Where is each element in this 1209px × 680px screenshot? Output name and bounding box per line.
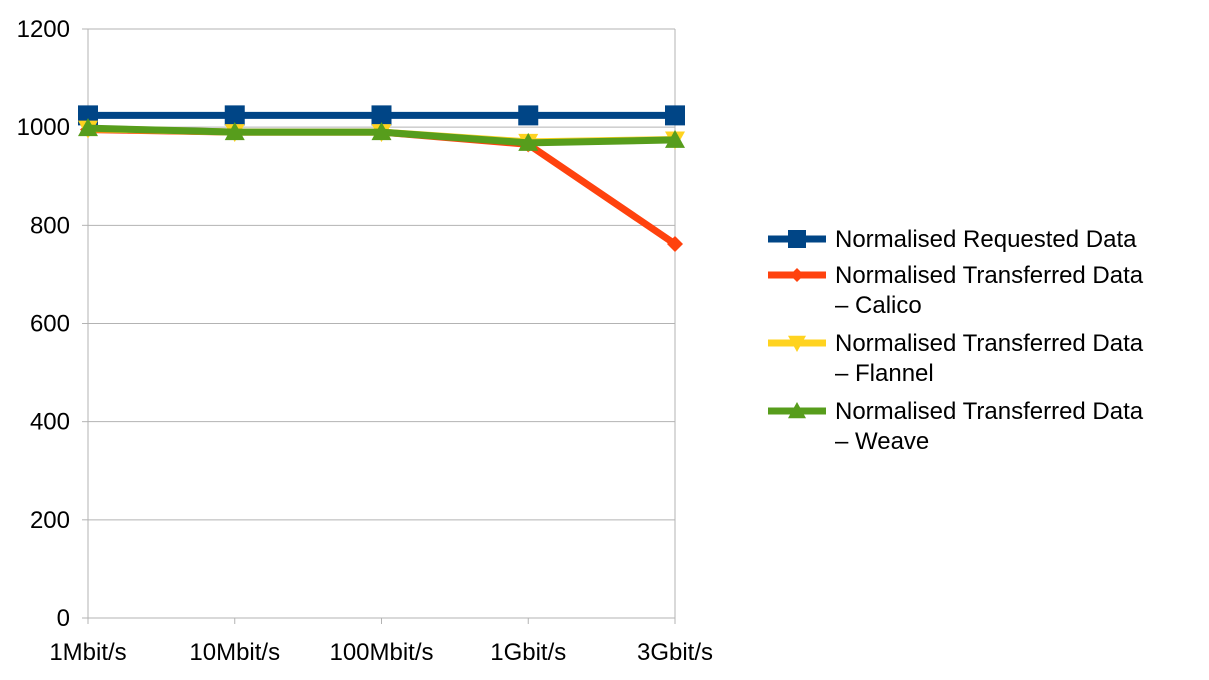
x-tick-label: 1Mbit/s: [49, 639, 126, 666]
legend-label: Normalised Transferred Data: [835, 262, 1144, 289]
legend-label: – Flannel: [835, 360, 934, 387]
data-point: [665, 105, 685, 126]
y-tick-label: 600: [30, 311, 70, 338]
series-3: [78, 118, 685, 151]
y-axis-tick-labels: 0 200 400 600 800 1000 1200: [17, 16, 70, 632]
legend-entry: Normalised Requested Data: [768, 226, 1137, 253]
data-point: [667, 235, 683, 252]
x-tick-label: 100Mbit/s: [329, 639, 433, 666]
legend: Normalised Requested Data Normalised Tran…: [768, 226, 1144, 455]
legend-swatch-marker: [788, 335, 806, 352]
data-point: [78, 105, 98, 126]
y-tick-label: 800: [30, 212, 70, 239]
x-tick-label: 3Gbit/s: [637, 639, 713, 666]
legend-label: Normalised Transferred Data: [835, 330, 1144, 357]
data-point: [371, 105, 392, 126]
series-0: [78, 105, 685, 126]
x-tick-label: 1Gbit/s: [490, 639, 566, 666]
legend-label: – Calico: [835, 292, 922, 319]
data-point: [78, 118, 98, 137]
legend-swatch-marker: [788, 230, 806, 248]
legend-swatch-marker: [788, 402, 806, 419]
legend-label: Normalised Transferred Data: [835, 398, 1144, 425]
data-point: [371, 122, 392, 141]
y-tick-label: 400: [30, 409, 70, 436]
data-point: [518, 132, 539, 151]
legend-label: – Weave: [835, 428, 929, 455]
x-tick-label: 10Mbit/s: [189, 639, 280, 666]
legend-entry: Normalised Transferred Data – Calico: [768, 262, 1144, 319]
data-point: [518, 105, 539, 126]
y-tick-label: 1000: [17, 114, 70, 141]
y-tick-label: 1200: [17, 16, 70, 43]
legend-entry: Normalised Transferred Data – Flannel: [768, 330, 1144, 387]
series-line: [84, 126, 679, 248]
legend-entry: Normalised Transferred Data – Weave: [768, 398, 1144, 455]
x-axis-tick-labels: 1Mbit/s 10Mbit/s 100Mbit/s 1Gbit/s 3Gbit/s: [49, 639, 713, 666]
legend-swatch-marker: [790, 268, 804, 282]
series-group: [78, 105, 685, 252]
legend-label: Normalised Requested Data: [835, 226, 1137, 253]
y-tick-label: 0: [57, 605, 70, 632]
data-point: [665, 129, 685, 148]
y-tick-label: 200: [30, 507, 70, 534]
data-point: [224, 105, 245, 126]
data-point: [224, 122, 245, 141]
